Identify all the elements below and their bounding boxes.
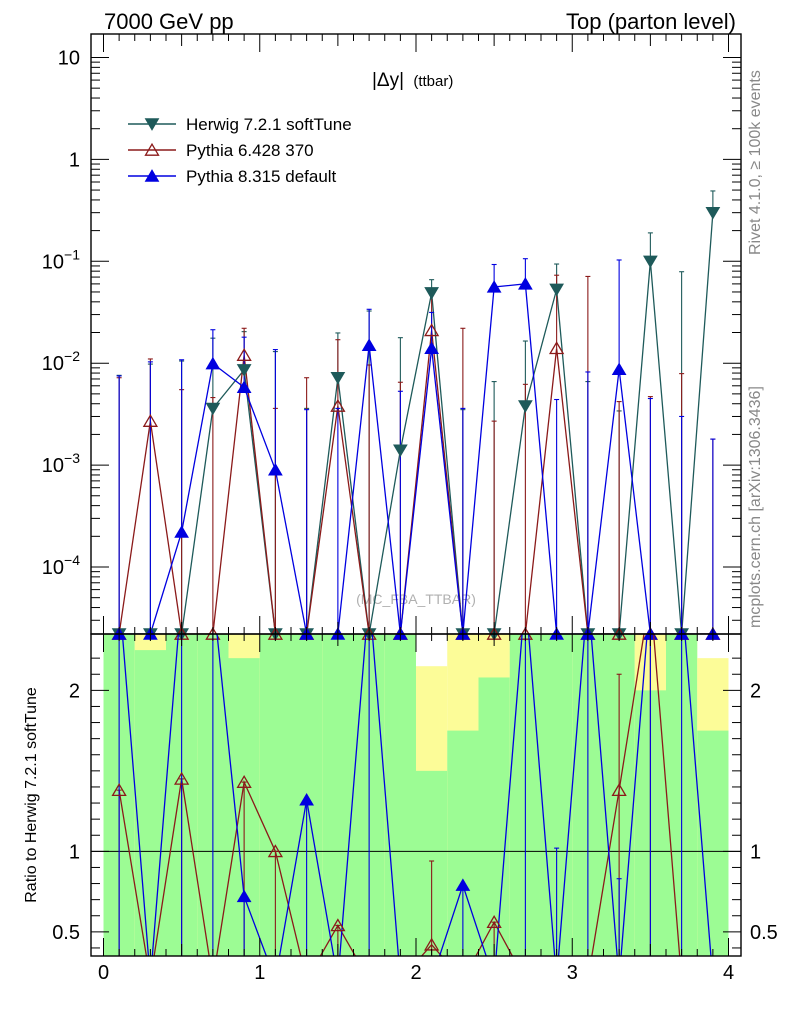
pythia-6-428-370-point bbox=[330, 398, 346, 412]
ratio-xtick-label: 2 bbox=[410, 962, 421, 984]
legend-label-pythia-8-315-default: Pythia 8.315 default bbox=[186, 167, 337, 186]
herwig-7-2-1-softtune-line bbox=[119, 212, 714, 634]
herwig-7-2-1-softtune-point bbox=[643, 255, 658, 269]
ratio-ytick-label-left: 1 bbox=[69, 841, 80, 863]
pythia-6-428-370-ratio-point bbox=[486, 915, 502, 929]
chart-title-subscript: (ttbar) bbox=[413, 73, 453, 90]
band-green-bin bbox=[384, 634, 416, 956]
ratio-xtick-label: 4 bbox=[723, 962, 734, 984]
legend-marker-pythia-6-428-370 bbox=[144, 142, 160, 156]
herwig-7-2-1-softtune-point bbox=[705, 206, 721, 220]
ratio-ytick-label-right: 1 bbox=[750, 841, 761, 863]
herwig-7-2-1-softtune-point bbox=[393, 444, 408, 458]
pythia-6-428-370-ratio-point bbox=[330, 918, 346, 932]
pythia-6-428-370-point bbox=[236, 347, 252, 361]
ratio-ytick-label-right: 0.5 bbox=[750, 922, 778, 944]
pythia-8-315-default-point bbox=[486, 280, 502, 293]
side-text-mcplots: mcplots.cern.ch [arXiv:1306.3436] bbox=[747, 386, 764, 628]
herwig-7-2-1-softtune-point bbox=[330, 372, 346, 385]
pythia-6-428-370-ratio-point bbox=[236, 774, 252, 788]
herwig-7-2-1-softtune-point bbox=[549, 283, 564, 297]
herwig-7-2-1-softtune-point bbox=[518, 400, 533, 413]
band-green-bin bbox=[134, 650, 166, 956]
ratio-series-group bbox=[116, 634, 712, 956]
pythia-6-428-370-ratio-point bbox=[111, 783, 127, 797]
main-ytick-exponent: −1 bbox=[64, 246, 80, 262]
ratio-xtick-label: 1 bbox=[254, 962, 265, 984]
main-series-group bbox=[116, 190, 716, 634]
ratio-xtick-label: 0 bbox=[98, 962, 109, 984]
band-green-bin bbox=[478, 677, 510, 956]
main-ytick-exponent: −2 bbox=[64, 348, 80, 364]
pythia-6-428-370-point bbox=[548, 341, 565, 355]
pythia-8-315-default-point bbox=[424, 341, 439, 354]
ratio-ytick-label-left: 0.5 bbox=[52, 922, 80, 944]
main-ytick-exponent: −3 bbox=[64, 450, 80, 466]
pythia-6-428-370-ratio-line bbox=[118, 634, 681, 956]
header-right-label: Top (parton level) bbox=[566, 9, 736, 34]
pythia-6-428-370-line bbox=[118, 330, 713, 634]
chart-title: |Δy| (ttbar) bbox=[372, 70, 453, 91]
pythia-8-315-default-point bbox=[205, 356, 221, 370]
legend-label-herwig-7-2-1-softtune: Herwig 7.2.1 softTune bbox=[186, 115, 352, 134]
ratio-ytick-label-right: 2 bbox=[750, 680, 761, 702]
pythia-8-315-default-ratio-point bbox=[299, 792, 314, 806]
main-ytick-label: 10−1 bbox=[42, 246, 80, 273]
pythia-8-315-default-ratio-line bbox=[121, 634, 712, 956]
legend-label-pythia-6-428-370: Pythia 6.428 370 bbox=[186, 141, 314, 160]
band-green-bin bbox=[322, 634, 354, 956]
pythia-8-315-default-point bbox=[236, 380, 252, 393]
main-ytick-exponent: −4 bbox=[64, 552, 80, 568]
main-ytick-label: 10−3 bbox=[42, 450, 80, 477]
main-ytick-label: 10−4 bbox=[42, 552, 80, 579]
pythia-6-428-370-ratio-point bbox=[611, 783, 627, 797]
chart-title-observable: |Δy| bbox=[372, 70, 404, 91]
pythia-8-315-default-point bbox=[174, 525, 189, 538]
watermark: (MC_FBA_TTBAR) bbox=[356, 591, 476, 607]
herwig-7-2-1-softtune-point bbox=[424, 287, 439, 300]
pythia-6-428-370-point bbox=[142, 414, 159, 427]
pythia-6-428-370-ratio-point bbox=[267, 844, 284, 858]
pythia-8-315-default-point bbox=[611, 362, 627, 376]
header-left-label: 7000 GeV pp bbox=[104, 9, 234, 34]
main-ytick-label: 10−2 bbox=[42, 348, 80, 375]
main-ytick-label: 1 bbox=[69, 149, 80, 171]
pythia-8-315-default-point bbox=[361, 338, 377, 351]
herwig-7-2-1-softtune-point bbox=[236, 364, 252, 377]
pythia-8-315-default-point bbox=[268, 462, 283, 476]
pythia-8-315-default-ratio-point bbox=[455, 878, 471, 891]
side-text-rivet: Rivet 4.1.0, ≥ 100k events bbox=[747, 70, 764, 255]
main-ytick-label: 10 bbox=[58, 47, 80, 69]
legend-marker-herwig-7-2-1-softtune bbox=[144, 118, 160, 131]
legend: Herwig 7.2.1 softTune Pythia 6.428 370 Pyt… bbox=[128, 115, 352, 186]
legend-marker-pythia-8-315-default bbox=[144, 169, 160, 182]
ratio-ylabel: Ratio to Herwig 7.2.1 softTune bbox=[23, 687, 40, 903]
ratio-xtick-label: 3 bbox=[567, 962, 578, 984]
pythia-8-315-default-ratio-point bbox=[236, 889, 252, 903]
ratio-ytick-label-left: 2 bbox=[69, 680, 80, 702]
herwig-7-2-1-softtune-point bbox=[205, 402, 221, 416]
pythia-6-428-370-ratio-point bbox=[173, 771, 190, 785]
pythia-6-428-370-point bbox=[423, 323, 440, 337]
pythia-8-315-default-point bbox=[518, 277, 533, 290]
